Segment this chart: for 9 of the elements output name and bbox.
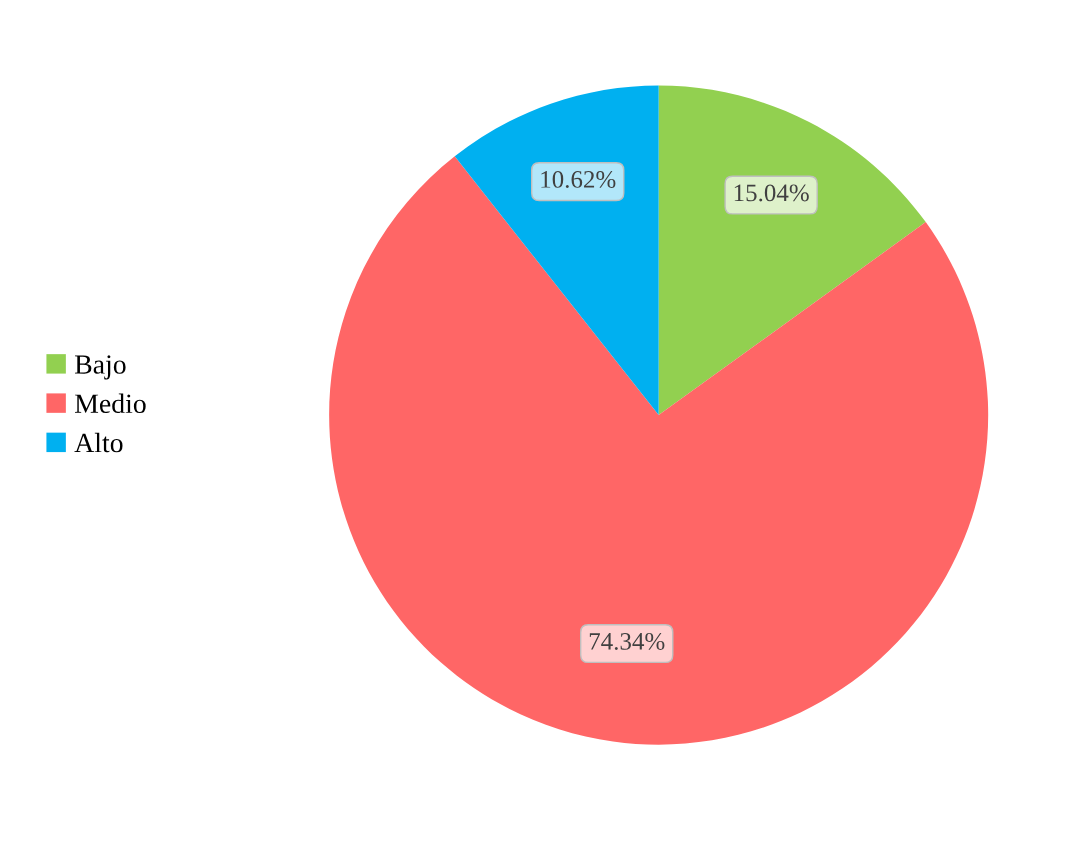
pie-slice — [658, 85, 926, 416]
pie-slice — [329, 156, 989, 745]
pie-slice — [454, 85, 659, 416]
legend-label: Medio — [75, 393, 146, 414]
data-label: 74.34% — [589, 632, 665, 650]
legend-label: Alto — [74, 432, 123, 453]
legend-label: Bajo — [75, 355, 126, 380]
data-label: 10.62% — [541, 170, 616, 188]
data-label: 15.04% — [734, 184, 809, 202]
